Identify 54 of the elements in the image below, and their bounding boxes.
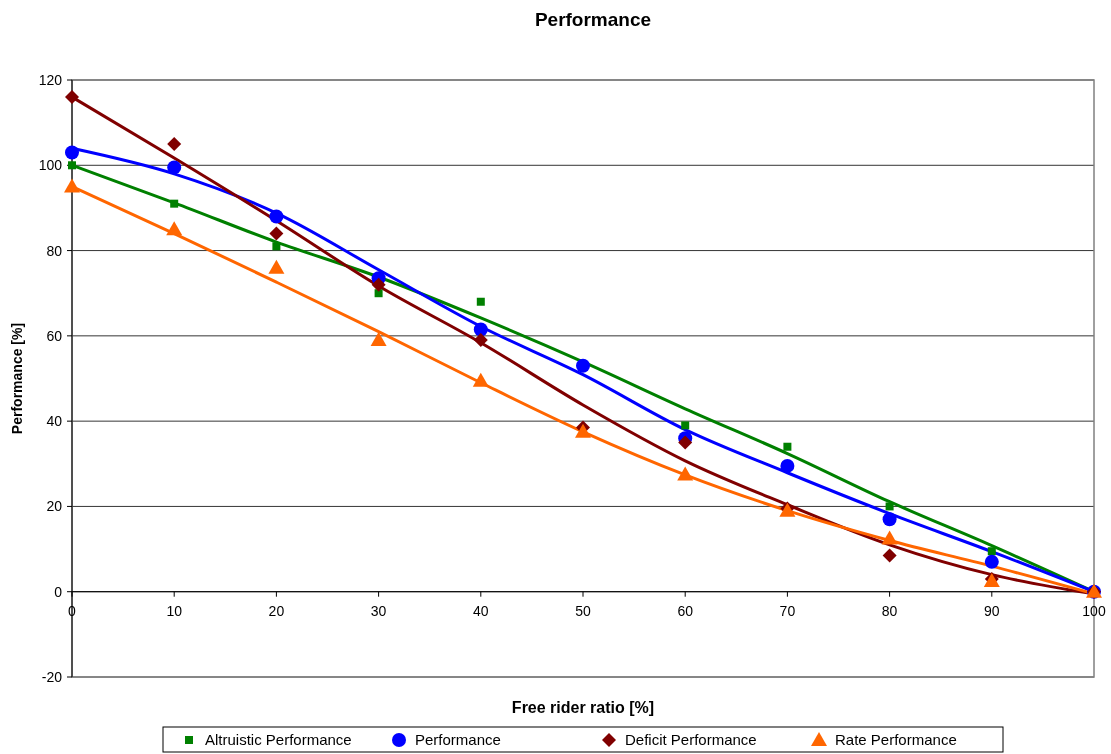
x-tick-label: 100 [1082,602,1106,619]
point [64,178,80,193]
chart-title: Performance [534,9,652,30]
point [167,160,182,175]
y-tick-label: 0 [54,583,63,600]
x-tick-label: 40 [473,602,489,619]
point [65,90,79,105]
point [473,322,488,337]
legend-label: Altruistic Performance [205,731,352,748]
x-tick-label: 70 [779,602,796,619]
point [987,547,996,556]
point [65,145,79,160]
x-tick-label: 10 [166,602,183,619]
y-tick-label: 80 [46,242,63,259]
point [167,136,182,151]
point [476,297,485,306]
point [166,221,183,236]
y-tick-label: -20 [41,669,63,685]
point [881,530,898,545]
x-axis-title: Free rider ratio [%] [511,699,655,716]
point [269,226,284,241]
y-tick-label: 100 [38,157,63,174]
x-tick-label: 80 [881,602,898,619]
point [269,209,284,224]
legend-label: Performance [415,731,501,748]
point [576,358,590,373]
point [472,372,489,387]
point [780,458,795,473]
point [272,242,281,251]
x-tick-label: 50 [575,602,591,619]
point [882,548,897,563]
x-tick-label: 20 [268,602,285,619]
y-tick-label: 40 [46,413,63,430]
point [681,421,690,430]
point [783,442,792,451]
y-axis-title: Performance [%] [9,322,25,435]
point [984,554,999,569]
legend-label: Rate Performance [835,731,957,748]
point [473,333,488,348]
point [170,199,179,208]
point [268,259,285,274]
point [885,502,894,511]
y-tick-label: 120 [38,72,63,88]
point [371,277,386,292]
point [678,435,693,450]
x-tick-label: 90 [984,602,1000,619]
point [882,512,897,527]
y-tick-label: 20 [46,498,63,515]
point [370,332,387,347]
x-tick-label: 60 [677,602,694,619]
legend-label: Deficit Performance [625,731,757,748]
y-tick-label: 60 [46,327,63,344]
x-tick-label: 30 [370,602,387,619]
point [677,466,694,481]
